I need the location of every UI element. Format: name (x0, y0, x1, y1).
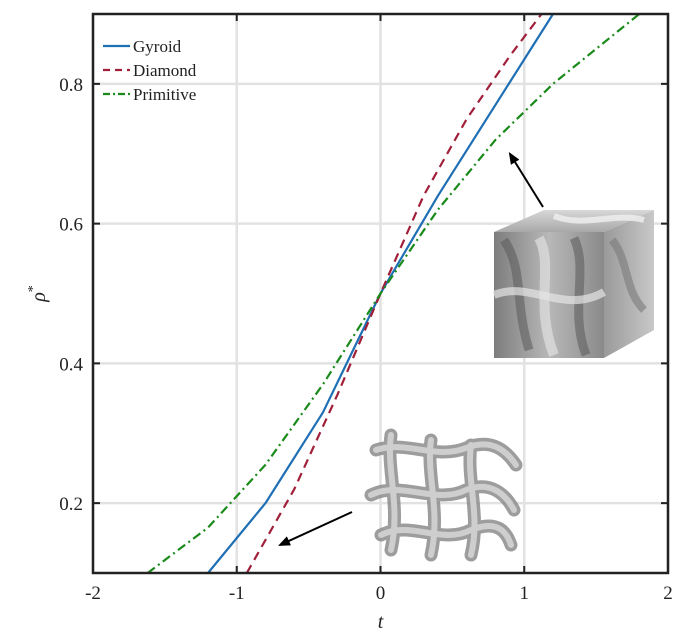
x-tick-label: -1 (229, 583, 245, 604)
y-tick-label: 0.2 (59, 494, 83, 515)
legend-label-gyroid: Gyroid (133, 37, 182, 56)
y-axis-label: ρ* (26, 285, 50, 303)
x-tick-label: 1 (520, 583, 530, 604)
annotation-arrow-gyroid-unit-cell (508, 152, 544, 208)
axes: -2 -1 0 1 2 0.2 0.4 0.6 0.8 t ρ* (26, 12, 673, 632)
x-tick-label: 2 (663, 583, 673, 604)
y-axis-label-superscript: * (26, 285, 41, 292)
series-line-primitive (146, 13, 640, 574)
series-line-diamond (245, 13, 543, 574)
y-tick-label: 0.8 (59, 75, 83, 96)
annotations (278, 152, 544, 546)
series (146, 13, 640, 574)
y-tick-label: 0.4 (59, 354, 83, 375)
x-tick-label: -2 (85, 583, 101, 604)
gyroid-unit-cell-image (492, 210, 654, 358)
primitive-unit-cell-image (364, 428, 523, 562)
x-axis-label: t (378, 611, 384, 632)
x-tick-label: 0 (376, 583, 386, 604)
legend-label-diamond: Diamond (133, 61, 197, 80)
legend-label-primitive: Primitive (133, 85, 196, 104)
y-tick-label: 0.6 (59, 215, 83, 236)
legend: Gyroid Diamond Primitive (103, 37, 197, 104)
annotation-arrow-primitive-unit-cell (278, 511, 353, 546)
